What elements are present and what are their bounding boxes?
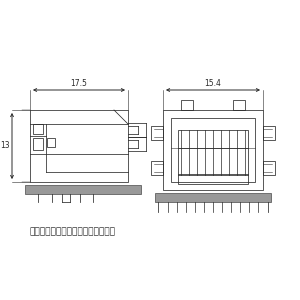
Bar xyxy=(151,161,163,175)
Bar xyxy=(178,174,248,184)
Text: シールドカバー付きアングルタイプ: シールドカバー付きアングルタイプ xyxy=(30,227,116,236)
Bar xyxy=(151,126,163,140)
Bar xyxy=(233,100,245,110)
Bar xyxy=(163,110,263,190)
Bar xyxy=(155,193,271,202)
Text: 15.4: 15.4 xyxy=(205,80,221,88)
Bar xyxy=(25,185,141,194)
Bar xyxy=(33,138,43,150)
Bar xyxy=(263,161,275,175)
Bar xyxy=(33,124,43,134)
Text: 17.5: 17.5 xyxy=(70,80,87,88)
Bar xyxy=(47,138,55,147)
Bar xyxy=(181,100,193,110)
Text: 13: 13 xyxy=(0,142,10,151)
Bar xyxy=(30,110,128,182)
Bar xyxy=(263,126,275,140)
Bar xyxy=(178,130,248,175)
Bar xyxy=(171,118,255,182)
